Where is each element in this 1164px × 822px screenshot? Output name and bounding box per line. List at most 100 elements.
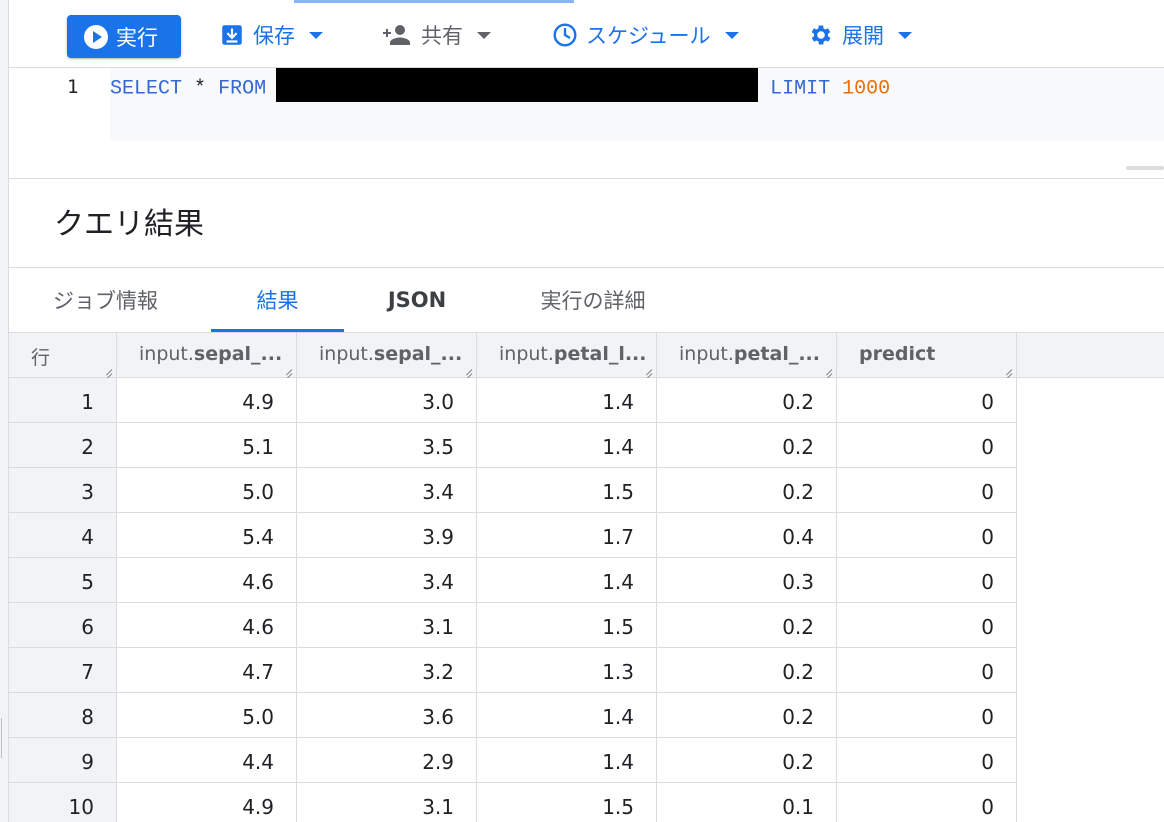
table-cell: 0 <box>837 378 1017 422</box>
tab-json[interactable]: JSON <box>387 288 447 312</box>
query-toolbar: 実行 保存 共有 スケジュール 展開 <box>9 0 1164 68</box>
deploy-label: 展開 <box>842 24 884 48</box>
column-header[interactable]: input.sepal_... <box>117 333 297 378</box>
table-cell: 0 <box>837 693 1017 737</box>
table-row[interactable]: 8 5.0 3.6 1.4 0.2 0 <box>9 693 1017 738</box>
table-cell: 1.4 <box>477 693 657 737</box>
star-token: * <box>194 77 207 101</box>
column-header[interactable]: input.petal_l... <box>477 333 657 378</box>
splitter-line <box>9 178 1164 179</box>
row-number-header-label: 行 <box>31 347 51 369</box>
table-cell: 0 <box>837 603 1017 647</box>
column-prefix: input. <box>319 343 374 365</box>
table-cell: 2.9 <box>297 738 477 782</box>
row-number-cell: 8 <box>9 693 117 737</box>
share-button[interactable]: 共有 <box>383 18 491 52</box>
tab-execution-details[interactable]: 実行の詳細 <box>540 289 646 313</box>
share-label: 共有 <box>421 24 463 48</box>
table-cell: 1.3 <box>477 648 657 692</box>
table-cell: 0.2 <box>657 378 837 422</box>
redacted-table-name <box>276 68 759 102</box>
run-button[interactable]: 実行 <box>67 15 181 58</box>
column-resize-handle[interactable] <box>100 362 112 374</box>
left-resize-handle[interactable] <box>1 718 5 758</box>
table-cell: 4.9 <box>117 783 297 822</box>
table-row[interactable]: 4 5.4 3.9 1.7 0.4 0 <box>9 513 1017 558</box>
table-cell: 4.7 <box>117 648 297 692</box>
table-cell: 3.4 <box>297 558 477 602</box>
table-cell: 4.6 <box>117 603 297 647</box>
table-cell: 5.0 <box>117 468 297 512</box>
column-name: predict <box>859 343 936 365</box>
column-header[interactable]: input.petal_... <box>657 333 837 378</box>
table-row[interactable]: 1 4.9 3.0 1.4 0.2 0 <box>9 378 1017 423</box>
table-cell: 0.1 <box>657 783 837 822</box>
table-row[interactable]: 10 4.9 3.1 1.5 0.1 0 <box>9 783 1017 822</box>
table-cell: 1.4 <box>477 423 657 467</box>
table-cell: 0 <box>837 513 1017 557</box>
chevron-down-icon <box>898 31 912 39</box>
column-name: petal_... <box>733 343 820 365</box>
table-cell: 5.4 <box>117 513 297 557</box>
table-cell: 4.9 <box>117 378 297 422</box>
table-row[interactable]: 5 4.6 3.4 1.4 0.3 0 <box>9 558 1017 603</box>
table-row[interactable]: 7 4.7 3.2 1.3 0.2 0 <box>9 648 1017 693</box>
table-row[interactable]: 2 5.1 3.5 1.4 0.2 0 <box>9 423 1017 468</box>
row-number-cell: 5 <box>9 558 117 602</box>
table-cell: 0.2 <box>657 648 837 692</box>
run-button-label: 実行 <box>116 25 158 50</box>
code-line[interactable]: SELECT * FROM LIMIT 1000 <box>110 68 890 102</box>
deploy-button[interactable]: 展開 <box>808 18 912 52</box>
column-name: sepal_... <box>373 343 463 365</box>
table-cell: 0.2 <box>657 423 837 467</box>
tab-results[interactable]: 結果 <box>211 268 344 332</box>
table-row[interactable]: 6 4.6 3.1 1.5 0.2 0 <box>9 603 1017 648</box>
column-header[interactable]: input.sepal_... <box>297 333 477 378</box>
column-prefix: input. <box>499 343 554 365</box>
table-cell: 3.4 <box>297 468 477 512</box>
table-cell: 3.2 <box>297 648 477 692</box>
save-button[interactable]: 保存 <box>219 18 323 52</box>
column-resize-handle[interactable] <box>1000 362 1012 374</box>
from-keyword: FROM <box>218 77 267 101</box>
left-panel-edge <box>0 0 9 822</box>
column-header[interactable]: predict <box>837 333 1017 378</box>
table-cell: 1.5 <box>477 603 657 647</box>
column-resize-handle[interactable] <box>820 362 832 374</box>
table-cell: 3.1 <box>297 783 477 822</box>
table-cell: 0 <box>837 558 1017 602</box>
table-cell: 0.2 <box>657 693 837 737</box>
table-cell: 3.1 <box>297 603 477 647</box>
table-row[interactable]: 3 5.0 3.4 1.5 0.2 0 <box>9 468 1017 513</box>
row-number-cell: 3 <box>9 468 117 512</box>
row-number-header: 行 <box>9 333 117 378</box>
schedule-button[interactable]: スケジュール <box>552 18 739 52</box>
row-number-cell: 9 <box>9 738 117 782</box>
limit-keyword: LIMIT <box>770 77 831 101</box>
row-number-cell: 10 <box>9 783 117 822</box>
table-cell: 0.3 <box>657 558 837 602</box>
table-cell: 3.6 <box>297 693 477 737</box>
column-resize-handle[interactable] <box>640 362 652 374</box>
results-tabs: ジョブ情報 結果 JSON 実行の詳細 <box>9 268 1164 332</box>
splitter-handle[interactable] <box>1126 166 1164 170</box>
sql-editor[interactable]: 1 SELECT * FROM LIMIT 1000 <box>9 68 1164 178</box>
table-row[interactable]: 9 4.4 2.9 1.4 0.2 0 <box>9 738 1017 783</box>
table-header-row: 行 input.sepal_... input.sepal_... input.… <box>9 332 1164 378</box>
column-resize-handle[interactable] <box>460 362 472 374</box>
table-cell: 3.0 <box>297 378 477 422</box>
table-cell: 3.5 <box>297 423 477 467</box>
table-cell: 0.2 <box>657 468 837 512</box>
table-cell: 4.4 <box>117 738 297 782</box>
table-cell: 5.0 <box>117 693 297 737</box>
column-prefix: input. <box>679 343 734 365</box>
results-title: クエリ結果 <box>54 207 204 242</box>
column-name: sepal_... <box>193 343 283 365</box>
row-number-cell: 2 <box>9 423 117 467</box>
tab-job-info[interactable]: ジョブ情報 <box>53 289 158 313</box>
column-prefix: input. <box>139 343 194 365</box>
column-resize-handle[interactable] <box>280 362 292 374</box>
table-cell: 3.9 <box>297 513 477 557</box>
table-cell: 0.4 <box>657 513 837 557</box>
table-cell: 1.4 <box>477 378 657 422</box>
